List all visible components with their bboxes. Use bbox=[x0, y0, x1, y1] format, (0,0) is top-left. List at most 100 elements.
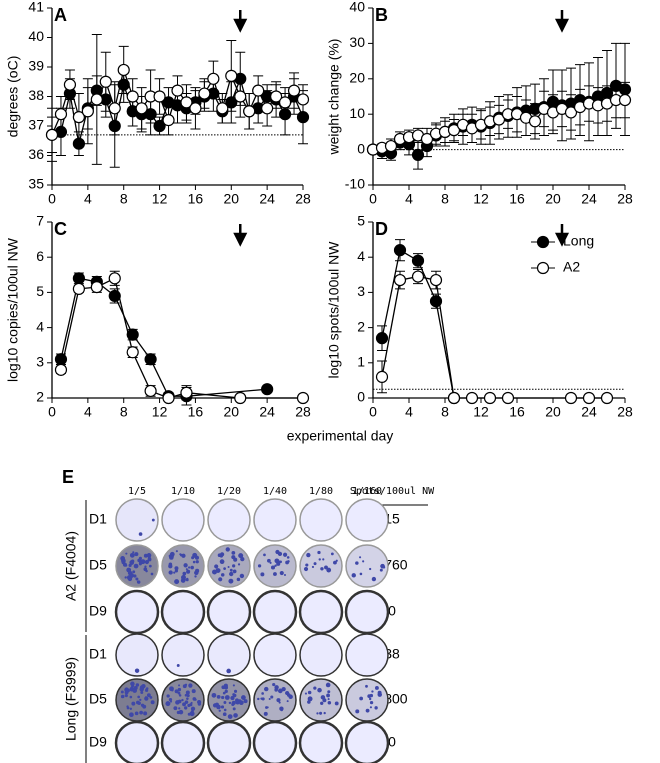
y-tick-label: 38 bbox=[28, 87, 44, 103]
marker bbox=[270, 90, 283, 103]
spot bbox=[185, 578, 189, 582]
spot bbox=[236, 577, 241, 582]
spot bbox=[216, 694, 221, 699]
spot bbox=[175, 550, 178, 553]
spot bbox=[327, 698, 330, 701]
series-line bbox=[381, 275, 607, 399]
spot bbox=[231, 555, 236, 560]
y-tick-label: 2 bbox=[357, 318, 365, 334]
x-tick-label: 24 bbox=[259, 404, 275, 420]
spot bbox=[303, 566, 309, 572]
spot bbox=[320, 567, 324, 571]
spot bbox=[176, 664, 180, 667]
spot bbox=[140, 685, 145, 689]
spot bbox=[326, 693, 330, 698]
spot bbox=[279, 560, 282, 564]
x-tick-label: 24 bbox=[581, 404, 597, 420]
x-tick-label: 16 bbox=[509, 404, 525, 420]
column-header: Spots/100ul NW bbox=[350, 486, 435, 497]
plate bbox=[160, 589, 206, 635]
spot bbox=[382, 565, 386, 569]
spot bbox=[306, 552, 311, 558]
spot bbox=[286, 556, 290, 559]
marker bbox=[180, 96, 193, 109]
spot bbox=[168, 554, 172, 558]
spot bbox=[129, 707, 133, 710]
y-tick-label: 3 bbox=[357, 283, 365, 299]
x-tick-label: 0 bbox=[369, 191, 377, 207]
plate bbox=[344, 589, 390, 635]
spot bbox=[145, 569, 148, 573]
panel-label: E bbox=[62, 467, 74, 487]
arrow bbox=[233, 224, 248, 247]
marker bbox=[483, 391, 497, 405]
marker bbox=[90, 93, 103, 106]
marker bbox=[234, 90, 247, 103]
x-tick-label: 16 bbox=[188, 191, 204, 207]
x-tick-label: 12 bbox=[152, 191, 168, 207]
plate bbox=[344, 720, 390, 763]
spot bbox=[130, 687, 133, 690]
spot bbox=[228, 578, 234, 584]
y-tick-label: 7 bbox=[36, 213, 44, 229]
plate bbox=[207, 633, 251, 677]
spot bbox=[277, 688, 283, 694]
spot bbox=[232, 569, 237, 574]
spot bbox=[327, 690, 331, 694]
spot bbox=[263, 711, 268, 716]
spot bbox=[220, 705, 225, 709]
spot bbox=[177, 691, 181, 695]
spot bbox=[129, 560, 135, 565]
marker bbox=[411, 148, 425, 162]
x-tick-label: 0 bbox=[48, 191, 56, 207]
spot bbox=[191, 689, 196, 694]
plate bbox=[298, 589, 344, 635]
spot bbox=[279, 570, 284, 576]
spot bbox=[323, 711, 326, 715]
marker bbox=[198, 87, 211, 100]
spot bbox=[223, 567, 226, 571]
spot bbox=[264, 686, 269, 692]
spot bbox=[177, 687, 182, 692]
marker bbox=[45, 128, 59, 141]
spot bbox=[124, 576, 127, 579]
spot bbox=[184, 700, 189, 704]
spot bbox=[194, 575, 197, 578]
marker bbox=[600, 391, 614, 405]
spot bbox=[186, 569, 191, 574]
spot bbox=[325, 682, 331, 688]
spot bbox=[133, 563, 139, 569]
x-tick-label: 4 bbox=[405, 191, 413, 207]
y-tick-label: 1 bbox=[357, 354, 365, 370]
spot bbox=[140, 703, 145, 707]
spot bbox=[171, 688, 174, 692]
spot bbox=[190, 706, 196, 711]
spot bbox=[126, 689, 130, 693]
spot bbox=[233, 713, 238, 718]
spot bbox=[126, 705, 129, 708]
spot bbox=[181, 553, 186, 558]
spot bbox=[174, 689, 179, 694]
spot bbox=[232, 693, 237, 698]
x-tick-label: 8 bbox=[441, 191, 449, 207]
spot bbox=[180, 574, 186, 580]
marker bbox=[135, 102, 148, 115]
column-header: 1/20 bbox=[217, 486, 241, 497]
spot bbox=[269, 561, 272, 564]
x-tick-label: 12 bbox=[473, 191, 489, 207]
spot bbox=[317, 687, 322, 693]
marker bbox=[296, 391, 310, 405]
x-tick-label: 16 bbox=[509, 191, 525, 207]
spot bbox=[327, 701, 332, 705]
spot bbox=[187, 703, 191, 708]
spot bbox=[231, 697, 235, 700]
spot bbox=[144, 696, 149, 701]
spot bbox=[261, 692, 264, 695]
spot bbox=[286, 693, 291, 697]
spot bbox=[181, 698, 184, 702]
y-tick-label: 3 bbox=[36, 354, 44, 370]
marker bbox=[144, 353, 157, 366]
spot bbox=[266, 706, 269, 709]
spot bbox=[274, 685, 279, 690]
marker bbox=[243, 105, 256, 118]
